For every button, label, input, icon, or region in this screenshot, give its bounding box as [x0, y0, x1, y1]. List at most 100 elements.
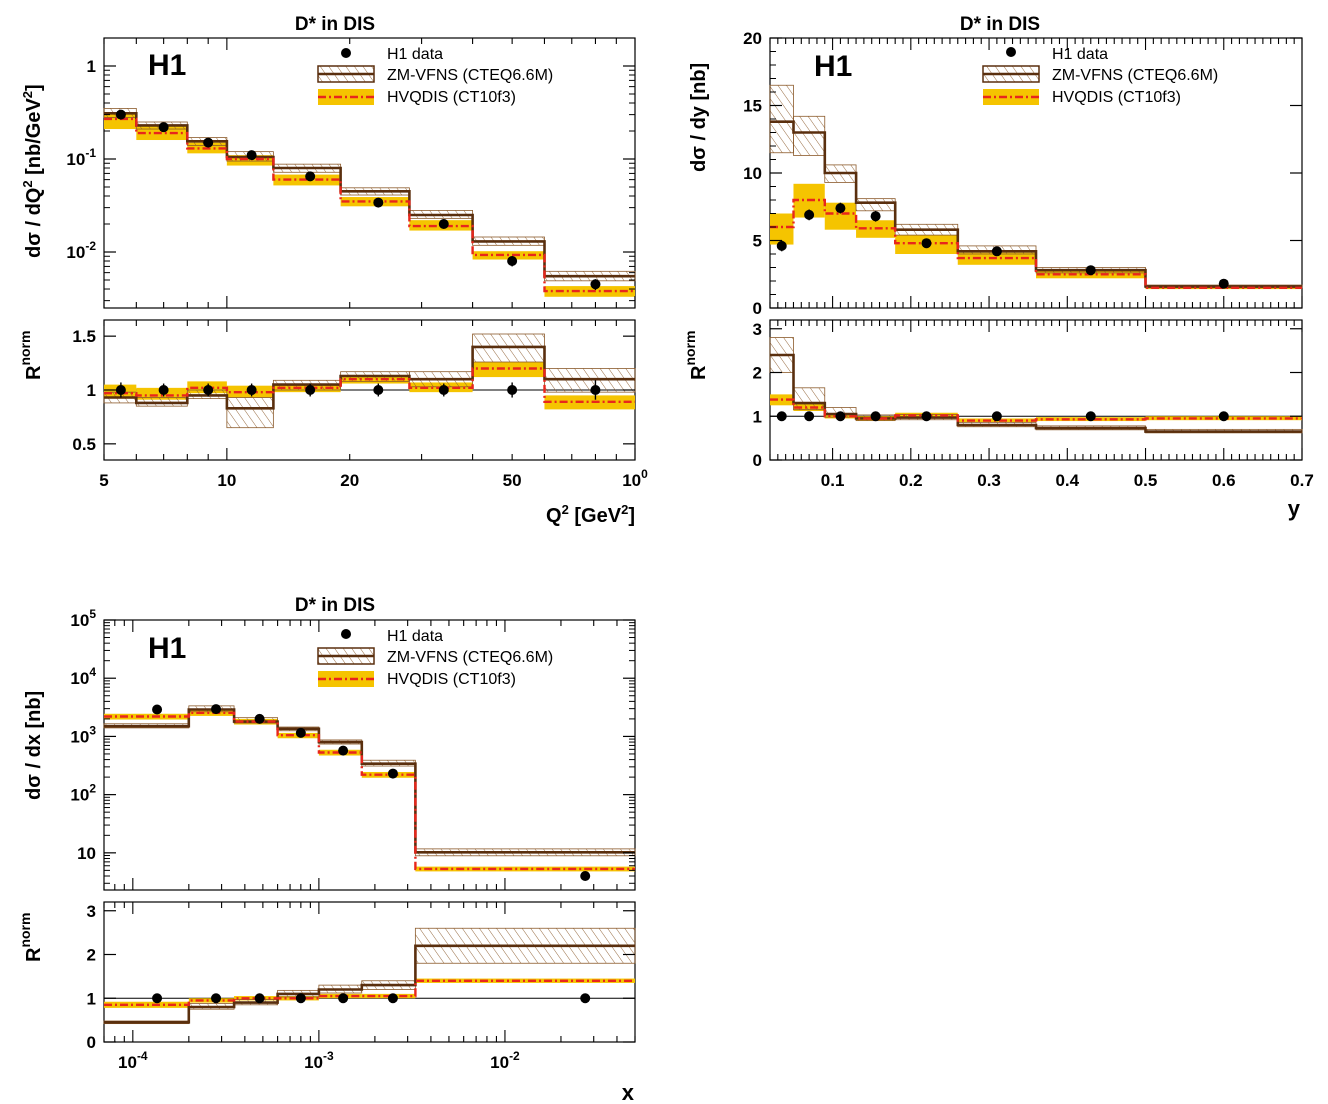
panel-y-main-data-point	[835, 203, 846, 214]
panel-q2-main-data-point	[590, 279, 601, 290]
panel-x-ratio-hvqdis-band	[415, 978, 635, 983]
panel-y-ratio-data-point	[1085, 411, 1096, 422]
legend-zm-label: ZM-VFNS (CTEQ6.6M)	[1052, 67, 1218, 84]
panel-q2-xtick-label: 20	[340, 471, 359, 490]
panel-q2-xtick-label: 100	[622, 467, 648, 490]
panel-q2-main-data-point	[246, 150, 257, 161]
panel-y-main-plot	[769, 84, 1303, 290]
panel-q2-main-data-point	[507, 256, 518, 267]
panel-q2-ytick-label: 10-1	[66, 146, 96, 169]
panel-q2-experiment-label: H1	[148, 49, 186, 82]
panel-q2-ratio-hvqdis-line	[104, 367, 635, 403]
panel-x-main-hvqdis-band	[188, 709, 235, 716]
panel-y-xlabel: y	[1288, 496, 1301, 521]
panel-y-ytick-label: 5	[753, 232, 762, 251]
panel-x-xlabel: x	[622, 1080, 635, 1104]
panel-y-title: D* in DIS	[960, 14, 1040, 35]
panel-q2-main-data-point	[305, 171, 316, 182]
panel-y-ratio-data-point	[1218, 411, 1229, 422]
legend-hv-label: HVQDIS (CT10f3)	[387, 89, 516, 106]
panel-y-ratio-ytick-label: 2	[753, 364, 762, 383]
panel-x-main-plot	[103, 704, 636, 882]
panel-y-main-data-point	[870, 211, 881, 222]
panel-y-ratio-ylabel: Rnorm	[682, 331, 710, 380]
panel-q2-main-zmvfns-line	[104, 112, 635, 278]
panel-x-ratio-ytick-label: 3	[87, 902, 96, 921]
panel-x-xtick-label: 10-3	[304, 1049, 334, 1072]
panel-x-ratio-ytick-label: 2	[87, 946, 96, 965]
panel-q2-ratio-data-point	[115, 385, 126, 395]
panel-x-main-data-point	[580, 871, 591, 882]
panel-y-xtick-label: 0.2	[899, 471, 923, 490]
panel-y: D* in DIS 0 5 10 15 20 0 1 2 3 0.1 0.2 0.3 0.4 0.5 0.6…	[682, 14, 1314, 521]
panel-x-ratio-frame	[103, 901, 636, 1043]
panel-q2-xtick-label: 5	[99, 471, 108, 490]
panel-q2-main-data-point	[373, 197, 384, 208]
panel-y-xtick-label: 0.5	[1134, 471, 1158, 490]
legend-data-label: H1 data	[387, 46, 443, 63]
panel-q2-ratio-ytick-label: 1.5	[72, 327, 96, 346]
legend-data-marker	[341, 629, 351, 639]
panel-x: D* in DIS 10 102 103 104 105 0 1 2 3 10-4 10-3 10-2…	[17, 595, 636, 1104]
legend-zm-label: ZM-VFNS (CTEQ6.6M)	[387, 649, 553, 666]
panel-x-ratio-data-point	[152, 993, 163, 1004]
panel-x-ytick-label: 103	[70, 723, 96, 746]
panel-q2-ratio-data-point	[438, 385, 449, 395]
panel-x-ratio-hvqdis-line	[104, 979, 635, 1006]
panel-x-ratio-data-point	[211, 993, 222, 1004]
panel-q2-main-plot	[103, 108, 636, 297]
panel-q2-xtick-label: 10	[217, 471, 236, 490]
panel-q2-ratio-zmvfns-band	[226, 397, 274, 429]
legend-hv-label: HVQDIS (CT10f3)	[1052, 89, 1181, 106]
legend-data-marker	[341, 48, 351, 58]
panel-x-main-data-point	[387, 768, 398, 779]
panel-y-ylabel: dσ / dy [nb]	[688, 63, 710, 172]
legend-data-marker	[1006, 47, 1016, 57]
panel-q2-main-data-point	[438, 219, 449, 230]
panel-x-main-data-point	[338, 745, 349, 756]
panel-y-ratio-data-point	[804, 411, 815, 422]
panel-y-experiment-label: H1	[814, 50, 852, 83]
panel-y-main-hvqdis-band	[770, 213, 794, 245]
panel-x-main-data-point	[295, 727, 306, 738]
panel-x-ratio-data-point	[580, 993, 591, 1004]
panel-y-main-data-point	[776, 240, 787, 251]
panel-y-legend: H1 data ZM-VFNS (CTEQ6.6M) HVQDIS (CT10f…	[982, 46, 1218, 106]
panel-q2-main-data-point	[158, 122, 169, 133]
panel-x-ratio-ytick-label: 0	[87, 1033, 96, 1052]
panel-y-axes: 0 5 10 15 20 0 1 2 3 0.1 0.2 0.3 0.4 0.5 0.6 0.7	[743, 29, 1314, 490]
panel-q2-ratio-ytick-label: 1	[87, 381, 96, 400]
panel-x-ytick-label: 104	[70, 665, 96, 688]
panel-x-main-data-point	[211, 704, 222, 715]
panel-q2-ylabel: dσ / dQ2 [nb/GeV2]	[20, 84, 45, 258]
panel-y-ratio-plot	[769, 337, 1303, 434]
panel-q2-axes: 1 10-1 10-2 0.5 1 1.5 5 10 20 50 100	[66, 38, 648, 490]
panel-q2-title: D* in DIS	[295, 14, 375, 35]
panel-q2-ytick-label: 1	[87, 57, 96, 76]
panel-y-ytick-label: 0	[753, 299, 762, 318]
panel-q2-ratio-data-point	[590, 385, 601, 395]
panel-q2-ratio-data-point	[373, 385, 384, 395]
panel-x-ytick-label: 10	[77, 844, 96, 863]
panel-x-xtick-label: 10-4	[118, 1049, 148, 1072]
panel-x-ratio-ylabel: Rnorm	[17, 913, 45, 962]
panel-y-ytick-label: 20	[743, 29, 762, 48]
panel-y-ratio-ytick-label: 1	[753, 407, 762, 426]
panel-y-xtick-label: 0.3	[977, 471, 1001, 490]
panel-x-experiment-label: H1	[148, 632, 186, 665]
panel-y-ratio-data-point	[835, 411, 846, 422]
panel-y-main-zmvfns-band	[855, 198, 896, 212]
panel-q2-ytick-label: 10-2	[66, 239, 96, 262]
panel-q2-ratio-zmvfns-line	[104, 345, 635, 410]
panel-x-legend: H1 data ZM-VFNS (CTEQ6.6M) HVQDIS (CT10f…	[317, 628, 553, 688]
panel-q2-ratio-plot	[103, 333, 636, 429]
panel-y-ratio-ytick-label: 0	[753, 451, 762, 470]
panel-y-ratio-data-point	[991, 411, 1002, 422]
panel-y-main-data-point	[921, 238, 932, 249]
panel-x-main-data-point	[254, 713, 265, 724]
panel-x-main-hvqdis-band	[104, 713, 189, 720]
panel-y-ratio-data-point	[921, 411, 932, 422]
panel-q2-ratio-hvqdis-band	[544, 395, 635, 410]
panel-x-ratio-data-point	[387, 993, 398, 1004]
